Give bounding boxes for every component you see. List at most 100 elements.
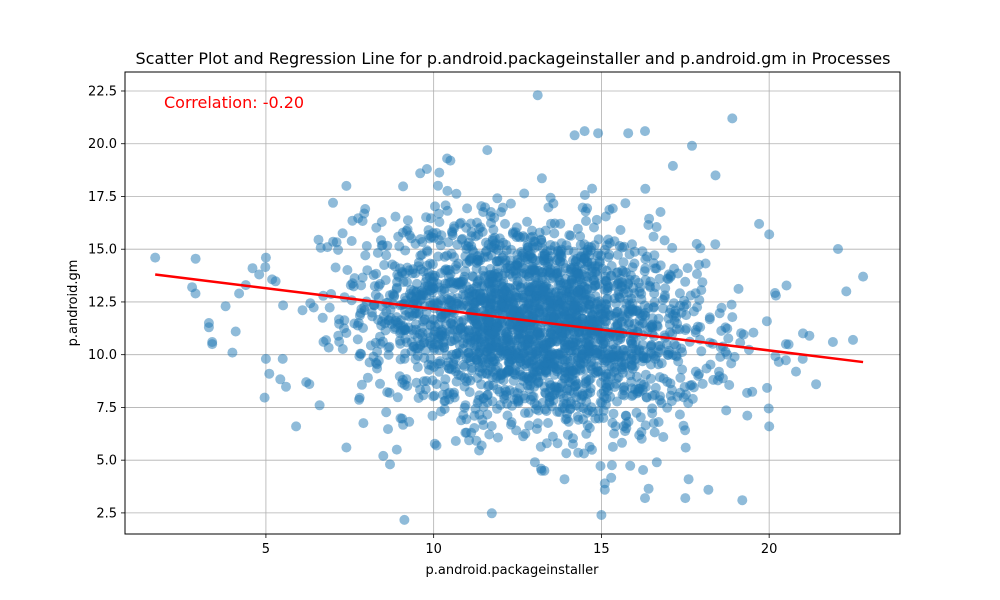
data-point xyxy=(555,218,566,229)
data-point xyxy=(410,324,421,335)
data-point xyxy=(260,353,271,364)
data-point xyxy=(357,216,368,226)
data-point xyxy=(379,260,390,270)
data-point xyxy=(259,392,270,403)
data-point xyxy=(270,276,281,287)
data-point xyxy=(680,276,691,287)
data-point xyxy=(373,292,384,303)
data-point xyxy=(476,292,487,303)
data-point xyxy=(585,387,596,398)
data-point xyxy=(451,188,462,199)
data-point xyxy=(488,224,499,235)
data-point xyxy=(455,276,466,287)
data-point xyxy=(724,380,735,390)
data-point xyxy=(770,290,781,301)
data-point xyxy=(574,402,585,413)
data-point xyxy=(331,237,342,248)
data-point xyxy=(587,183,598,194)
data-point xyxy=(356,379,367,390)
regression-line xyxy=(155,273,864,364)
data-point xyxy=(744,344,754,355)
data-point xyxy=(391,444,402,455)
data-point xyxy=(546,349,557,360)
data-point xyxy=(655,344,666,355)
data-point xyxy=(502,410,513,421)
data-point xyxy=(392,276,403,287)
data-point xyxy=(476,379,487,390)
data-point xyxy=(354,394,365,405)
data-point xyxy=(536,173,547,184)
data-point xyxy=(662,273,673,284)
data-point xyxy=(247,263,258,274)
data-point xyxy=(674,288,685,299)
data-point xyxy=(347,278,358,289)
data-point xyxy=(450,436,461,446)
data-point xyxy=(380,325,391,336)
data-point xyxy=(583,241,594,252)
data-point xyxy=(499,326,510,337)
y-tick-label: 22.5 xyxy=(88,84,117,99)
data-point xyxy=(487,235,498,246)
data-point xyxy=(445,155,456,166)
data-point xyxy=(369,281,380,292)
data-point xyxy=(447,315,458,326)
data-point xyxy=(428,228,439,239)
data-point xyxy=(674,409,685,420)
data-point xyxy=(625,304,636,315)
data-point xyxy=(624,249,635,260)
data-point xyxy=(593,248,604,259)
data-point xyxy=(384,387,395,398)
data-point xyxy=(638,465,649,475)
data-point xyxy=(848,334,858,345)
data-point xyxy=(726,299,737,310)
data-point xyxy=(510,369,521,380)
data-point xyxy=(519,359,530,370)
data-point xyxy=(220,301,231,312)
data-point xyxy=(710,170,721,181)
data-point xyxy=(459,381,470,392)
data-point xyxy=(668,310,678,321)
data-point xyxy=(371,222,382,233)
data-point xyxy=(362,372,373,383)
data-point xyxy=(190,288,201,299)
data-point xyxy=(371,268,382,279)
data-point xyxy=(400,245,411,256)
data-point xyxy=(581,330,592,341)
data-point xyxy=(568,433,578,444)
data-point xyxy=(475,222,486,233)
data-point xyxy=(447,228,458,238)
data-point xyxy=(472,319,483,330)
data-point xyxy=(632,305,643,316)
data-point xyxy=(607,417,618,428)
data-point xyxy=(356,280,367,291)
data-point xyxy=(696,346,707,357)
data-point xyxy=(334,336,345,347)
data-point xyxy=(539,340,550,351)
data-point xyxy=(556,238,567,249)
data-point xyxy=(582,284,593,295)
data-point xyxy=(401,226,412,236)
data-point xyxy=(275,374,286,385)
data-point xyxy=(647,408,658,419)
data-point xyxy=(436,230,447,241)
data-point xyxy=(433,319,444,330)
data-point xyxy=(643,303,654,313)
points-layer xyxy=(150,90,869,525)
data-point xyxy=(827,337,838,347)
data-point xyxy=(357,272,368,283)
data-point xyxy=(580,378,591,389)
data-point xyxy=(607,203,618,214)
data-point xyxy=(507,337,518,348)
data-point xyxy=(704,314,715,325)
data-point xyxy=(411,343,422,354)
data-point xyxy=(505,198,516,209)
data-point xyxy=(858,271,869,282)
data-point xyxy=(349,318,360,329)
data-point xyxy=(527,391,537,402)
data-point xyxy=(667,160,678,171)
data-point xyxy=(659,235,670,246)
data-point xyxy=(648,350,659,361)
data-point xyxy=(612,396,623,407)
data-point xyxy=(615,225,626,235)
